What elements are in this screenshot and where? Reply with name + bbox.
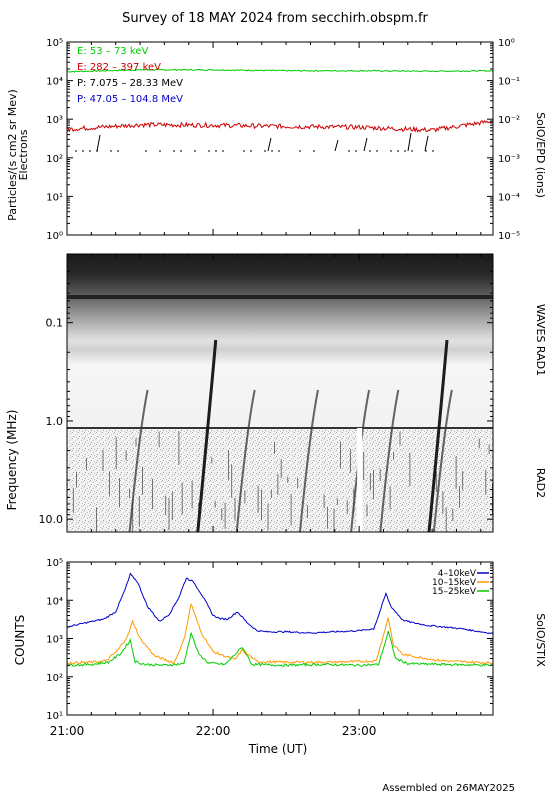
- type-iii-burst: [235, 389, 256, 532]
- spectrogram-rad2-edge: [67, 427, 493, 429]
- x-axis-label: Time (UT): [248, 742, 308, 756]
- spectrogram-data-gap: [357, 428, 363, 532]
- epd-ylabel-electrons: Electrons: [17, 129, 30, 180]
- epd-right-tick-label: 10⁻³: [498, 154, 520, 165]
- epd-left-tick-label: 10¹: [46, 192, 63, 203]
- assembled-footer: Assembled on 26MAY2025: [382, 783, 515, 794]
- stix-tick-label: 10⁴: [46, 596, 63, 607]
- epd-electron-53-73kev-trace: [67, 68, 493, 73]
- x-tick-label: 23:00: [342, 724, 377, 738]
- stix-tick-label: 10³: [46, 635, 63, 646]
- radio-spectrogram-panel: 0.1 1.0 10.0 Frequency (MHz) WAVES RAD1 RA…: [5, 253, 547, 533]
- figure-title: Survey of 18 MAY 2024 from secchirh.obsp…: [122, 11, 428, 26]
- epd-legend-entry: P: 47.05 – 104.8 MeV: [77, 94, 183, 105]
- x-tick-label: 21:00: [50, 724, 85, 738]
- epd-right-tick-label: 10⁻¹: [498, 77, 520, 88]
- stix-panel: 10¹ 10² 10³ 10⁴ 10⁵ 21:00 22:00 23:00 4–10keV10…: [13, 558, 547, 756]
- type-iii-burst: [128, 389, 149, 532]
- stix-10-15kev-trace: [67, 602, 493, 665]
- freq-tick-label: 10.0: [39, 513, 64, 526]
- epd-electron-282-397kev-trace: [67, 119, 493, 134]
- stix-ylabel: COUNTS: [13, 615, 27, 666]
- stix-15-25kev-trace: [67, 630, 493, 667]
- epd-proton-spike: [267, 137, 272, 152]
- epd-proton-spike: [424, 135, 429, 152]
- type-iii-burst: [298, 389, 319, 532]
- type-iii-burst: [379, 389, 400, 532]
- epd-left-tick-label: 10²: [46, 154, 63, 165]
- epd-left-tick-label: 10⁰: [46, 231, 63, 242]
- type-iii-burst: [427, 339, 449, 532]
- stix-legend-label: 15–25keV: [432, 587, 477, 597]
- epd-legend-entry: P: 7.075 – 28.33 MeV: [77, 78, 183, 89]
- stix-tick-label: 10⁵: [46, 558, 63, 569]
- stix-legend-label: 10–15keV: [432, 578, 477, 588]
- epd-left-tick-label: 10³: [46, 115, 63, 126]
- stix-frame: [66, 561, 494, 716]
- epd-frame: [66, 41, 494, 236]
- epd-proton-spike: [96, 134, 101, 152]
- spectrogram-rad1-band: [67, 295, 493, 299]
- stix-right-label: SolO/STIX: [534, 613, 547, 667]
- x-tick-label: 22:00: [196, 724, 231, 738]
- spectrogram-ylabel: Frequency (MHz): [5, 410, 19, 511]
- epd-left-tick-label: 10⁴: [46, 77, 63, 88]
- freq-tick-label: 0.1: [46, 317, 64, 330]
- spectrogram-rad2-background: [67, 428, 493, 532]
- rad2-label: RAD2: [534, 468, 547, 498]
- epd-right-tick-label: 10⁰: [498, 38, 515, 49]
- epd-proton-spike: [363, 137, 368, 152]
- epd-right-tick-label: 10⁻⁵: [498, 231, 520, 242]
- stix-tick-label: 10¹: [46, 711, 63, 722]
- epd-legend-entry: E: 53 – 73 keV: [77, 46, 148, 57]
- freq-tick-label: 1.0: [46, 415, 64, 428]
- epd-left-tick-label: 10⁵: [46, 38, 63, 49]
- epd-ylabel: Particles/(s cm2 sr Mev): [6, 89, 19, 221]
- epd-right-tick-label: 10⁻⁴: [498, 192, 520, 203]
- epd-proton-spike: [407, 132, 412, 152]
- type-iii-burst: [432, 389, 453, 532]
- stix-legend-label: 4–10keV: [438, 569, 477, 579]
- spectrogram-frame: [66, 253, 494, 533]
- rad1-label: WAVES RAD1: [534, 304, 547, 376]
- spectrogram-rad1-background: [67, 254, 493, 428]
- epd-right-label: SolO/EPD (ions): [534, 112, 547, 198]
- epd-panel: 10⁰ 10¹ 10² 10³ 10⁴ 10⁵ 10⁻⁵ 10⁻⁴ 10⁻³ 10⁻² 10⁻¹ 10…: [6, 38, 547, 242]
- epd-proton-spike: [334, 139, 339, 152]
- stix-tick-label: 10²: [46, 673, 63, 684]
- epd-legend-entry: E: 282 – 397 keV: [77, 62, 161, 73]
- epd-right-tick-label: 10⁻²: [498, 115, 520, 126]
- type-iii-burst: [196, 339, 218, 532]
- stix-4-10kev-trace: [67, 572, 493, 635]
